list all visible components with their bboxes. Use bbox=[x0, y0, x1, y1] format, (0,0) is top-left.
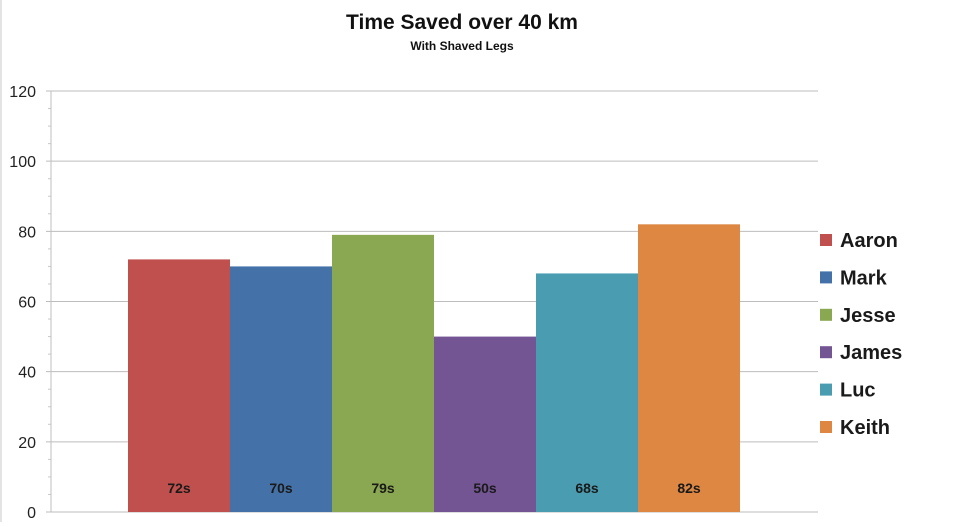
y-axis-ticks: 0 20 40 60 80 100 120 bbox=[9, 84, 51, 522]
legend-swatch bbox=[820, 271, 832, 284]
left-edge-border bbox=[0, 0, 2, 522]
legend: Aaron Mark Jesse James Luc Keith bbox=[820, 230, 902, 439]
data-labels: 72s 70s 79s 50s 68s 82s bbox=[167, 480, 701, 496]
data-label: 70s bbox=[269, 480, 293, 496]
data-label: 79s bbox=[371, 480, 395, 496]
y-tick-label: 100 bbox=[9, 154, 36, 171]
y-tick-label: 80 bbox=[18, 224, 36, 241]
data-label: 50s bbox=[473, 480, 497, 496]
legend-label: Mark bbox=[840, 267, 888, 289]
legend-swatch bbox=[820, 308, 832, 321]
y-tick-label: 120 bbox=[9, 84, 36, 101]
bar-keith bbox=[638, 224, 740, 513]
y-tick-label: 20 bbox=[18, 435, 36, 452]
y-tick-label: 60 bbox=[18, 295, 36, 312]
chart-title: Time Saved over 40 km bbox=[346, 11, 578, 34]
bar-jesse bbox=[332, 234, 434, 512]
y-tick-label: 0 bbox=[27, 505, 36, 522]
bar-mark bbox=[230, 266, 332, 512]
legend-swatch bbox=[820, 421, 832, 433]
y-tick-label: 40 bbox=[18, 365, 36, 382]
legend-label: Aaron bbox=[840, 230, 898, 252]
data-label: 68s bbox=[575, 480, 599, 496]
legend-label: Keith bbox=[840, 417, 890, 439]
data-label: 82s bbox=[677, 480, 701, 496]
bar-luc bbox=[536, 273, 638, 512]
bar-james bbox=[434, 336, 536, 512]
bars bbox=[128, 224, 740, 513]
legend-swatch bbox=[820, 234, 832, 246]
legend-swatch bbox=[820, 346, 832, 359]
legend-swatch bbox=[820, 383, 832, 396]
data-label: 72s bbox=[167, 480, 191, 496]
legend-label: Luc bbox=[840, 380, 876, 402]
bar-aaron bbox=[128, 259, 230, 512]
legend-label: James bbox=[840, 342, 902, 364]
legend-label: Jesse bbox=[840, 305, 896, 327]
chart-subtitle: With Shaved Legs bbox=[410, 39, 514, 53]
